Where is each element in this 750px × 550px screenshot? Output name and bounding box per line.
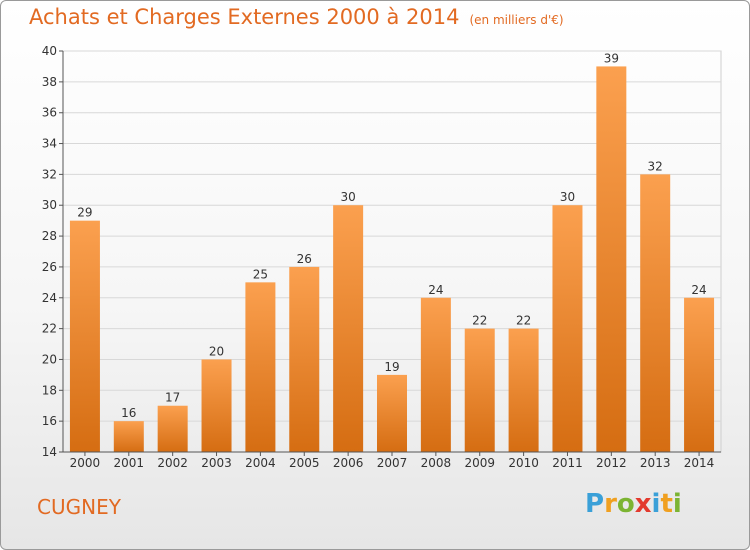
bar-value-label: 30: [340, 190, 355, 204]
axis-layer: 14 16 18 20 22 24 26 28 30 32 34 36 38 40 2000 2001 2002…: [42, 44, 721, 470]
bar: [289, 266, 320, 452]
bar: [69, 220, 100, 452]
x-tick-label: 2008: [421, 456, 452, 470]
bar: [245, 282, 276, 452]
bar-layer: 29 16 17 20 25 26 30 19 24 22 22 30 39 32 24: [69, 51, 715, 452]
x-tick-label: 2012: [596, 456, 627, 470]
bar: [157, 405, 188, 452]
x-tick-label: 2002: [157, 456, 188, 470]
x-tick-label: 2004: [245, 456, 276, 470]
x-tick-label: 2003: [201, 456, 232, 470]
x-tick-label: 2007: [377, 456, 408, 470]
x-tick-label: 2006: [333, 456, 364, 470]
chart-title: Achats et Charges Externes 2000 à 2014 (e…: [29, 5, 564, 29]
y-tick-label: 16: [42, 414, 57, 428]
y-tick-label: 34: [42, 137, 57, 151]
bar-value-label: 25: [253, 267, 268, 281]
y-tick-label: 26: [42, 260, 57, 274]
bar-value-label: 22: [472, 314, 487, 328]
chart-title-text: Achats et Charges Externes 2000 à 2014: [29, 5, 460, 29]
y-tick-label: 32: [42, 167, 57, 181]
bar: [596, 66, 627, 452]
bar-value-label: 20: [209, 344, 224, 358]
x-tick-label: 2009: [464, 456, 495, 470]
bar: [684, 297, 715, 452]
bar-value-label: 24: [691, 283, 706, 297]
y-tick-label: 22: [42, 322, 57, 336]
bar-value-label: 19: [384, 360, 399, 374]
bar-value-label: 17: [165, 391, 180, 405]
bar-value-label: 26: [297, 252, 312, 266]
bar-value-label: 32: [648, 159, 663, 173]
bar: [508, 328, 539, 452]
y-tick-label: 24: [42, 291, 57, 305]
bar: [464, 328, 495, 452]
chart-unit: (en milliers d'€): [469, 13, 564, 27]
x-tick-label: 2011: [552, 456, 583, 470]
bar-value-label: 29: [77, 206, 92, 220]
bar: [333, 205, 364, 452]
proxiti-logo: Proxiti: [585, 489, 682, 519]
bar-value-label: 22: [516, 314, 531, 328]
y-tick-label: 14: [42, 445, 57, 459]
bar: [201, 359, 232, 452]
bar: [420, 297, 451, 452]
y-tick-label: 38: [42, 75, 57, 89]
bar: [377, 374, 407, 452]
y-tick-label: 40: [42, 44, 57, 58]
y-tick-label: 18: [42, 383, 57, 397]
x-tick-label: 2014: [684, 456, 715, 470]
x-tick-label: 2010: [508, 456, 539, 470]
bar-value-label: 24: [428, 283, 443, 297]
y-tick-label: 28: [42, 229, 57, 243]
commune-name: CUGNEY: [37, 495, 121, 519]
bar: [113, 421, 144, 452]
x-tick-label: 2005: [289, 456, 320, 470]
y-tick-label: 20: [42, 352, 57, 366]
y-tick-label: 36: [42, 106, 57, 120]
x-tick-label: 2013: [640, 456, 671, 470]
x-tick-label: 2000: [70, 456, 101, 470]
bar: [640, 174, 671, 452]
bar-value-label: 39: [604, 51, 619, 65]
bar-value-label: 30: [560, 190, 575, 204]
x-tick-label: 2001: [114, 456, 145, 470]
bar-value-label: 16: [121, 406, 136, 420]
bar: [552, 205, 583, 452]
y-tick-label: 30: [42, 198, 57, 212]
